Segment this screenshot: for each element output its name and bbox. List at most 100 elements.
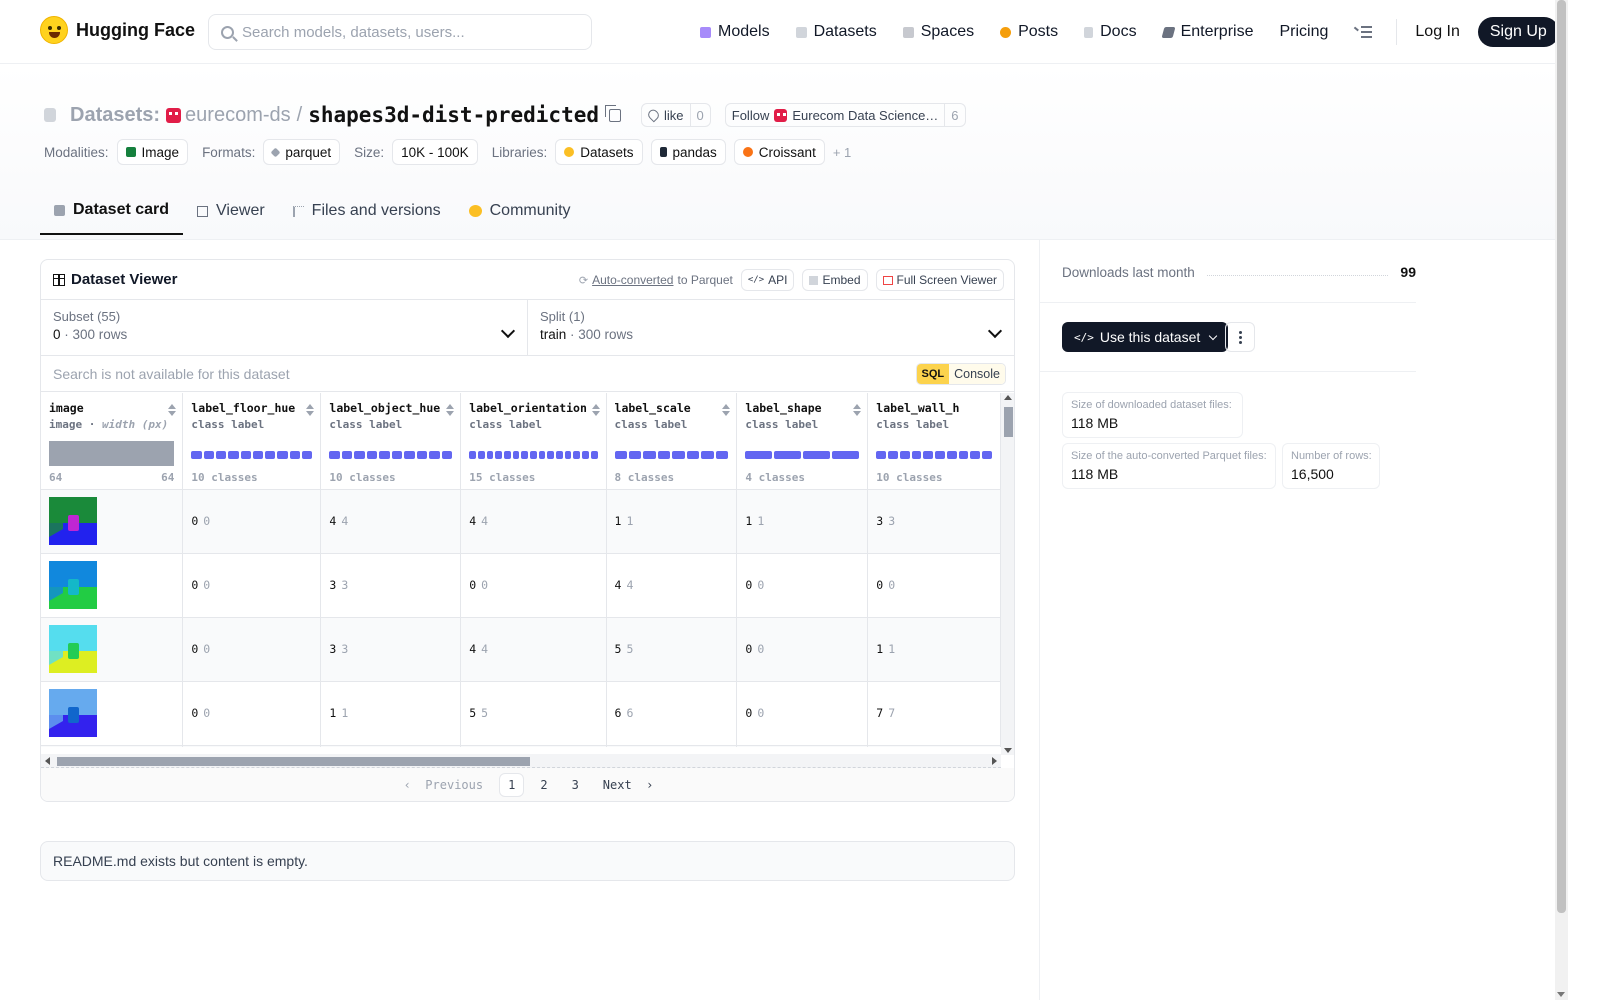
column-header-label-shape[interactable]: label_shape class label 4 classes xyxy=(736,393,869,490)
class-segment[interactable] xyxy=(672,451,685,459)
previous-page-button[interactable]: ‹ Previous xyxy=(403,778,484,792)
class-segment[interactable] xyxy=(686,451,700,459)
class-segment[interactable] xyxy=(832,451,860,459)
repo-type-label[interactable]: Datasets: xyxy=(70,103,161,126)
vertical-scrollbar[interactable] xyxy=(1001,393,1014,755)
scroll-up-icon[interactable] xyxy=(1004,395,1012,400)
follow-button[interactable]: Follow Eurecom Data Science… 6 xyxy=(724,103,966,127)
class-segment[interactable] xyxy=(643,451,656,459)
logo[interactable]: Hugging Face xyxy=(40,16,195,44)
class-segment[interactable] xyxy=(774,451,802,459)
class-segment[interactable] xyxy=(701,451,714,459)
class-segment[interactable] xyxy=(429,451,440,459)
class-segment[interactable] xyxy=(970,451,981,459)
class-segment[interactable] xyxy=(573,451,581,459)
search-input[interactable] xyxy=(242,23,582,41)
global-search[interactable] xyxy=(208,14,592,50)
class-segment[interactable] xyxy=(530,451,537,459)
image-thumbnail[interactable] xyxy=(49,689,97,737)
nav-models[interactable]: Models xyxy=(700,23,770,41)
scroll-thumb[interactable] xyxy=(1004,407,1013,437)
tab-community[interactable]: Community xyxy=(455,187,585,235)
next-page-button[interactable]: Next › xyxy=(602,778,654,792)
column-header-label-object-hue[interactable]: label_object_hue class label 10 classes xyxy=(320,393,462,490)
class-segment[interactable] xyxy=(538,451,546,459)
class-segment[interactable] xyxy=(416,451,428,459)
nav-spaces[interactable]: Spaces xyxy=(902,23,974,41)
class-segment[interactable] xyxy=(582,451,589,459)
class-segment[interactable] xyxy=(935,451,945,459)
class-segment[interactable] xyxy=(590,451,598,459)
nav-posts[interactable]: Posts xyxy=(1000,23,1058,41)
image-cell[interactable] xyxy=(41,489,184,554)
scroll-down-icon[interactable] xyxy=(1557,992,1565,997)
more-menu-icon[interactable] xyxy=(1354,26,1373,38)
page-3-button[interactable]: 3 xyxy=(571,778,579,792)
sort-icon[interactable] xyxy=(446,404,455,416)
class-segment[interactable] xyxy=(302,451,313,459)
class-segment[interactable] xyxy=(512,451,520,459)
format-chip[interactable]: parquet xyxy=(263,139,341,165)
subset-select[interactable]: Subset (55) 0 · 300 rows xyxy=(41,300,527,355)
image-thumbnail[interactable] xyxy=(49,497,97,545)
image-cell[interactable] xyxy=(41,617,184,682)
page-1-button[interactable]: 1 xyxy=(499,773,525,797)
class-segment[interactable] xyxy=(228,451,239,459)
class-segment[interactable] xyxy=(657,451,671,459)
tab-dataset-card[interactable]: Dataset card xyxy=(40,187,184,235)
class-segment[interactable] xyxy=(329,451,340,459)
class-segment[interactable] xyxy=(366,451,378,459)
class-segment[interactable] xyxy=(803,451,831,459)
image-thumbnail[interactable] xyxy=(49,625,97,673)
full-screen-button[interactable]: Full Screen Viewer xyxy=(875,269,1004,291)
scroll-thumb[interactable] xyxy=(1557,0,1566,913)
class-segment[interactable] xyxy=(441,451,453,459)
class-segment[interactable] xyxy=(888,451,898,459)
scroll-down-icon[interactable] xyxy=(1004,748,1012,753)
library-chip-pandas[interactable]: pandas xyxy=(650,139,726,165)
class-segment[interactable] xyxy=(477,451,485,459)
class-segment[interactable] xyxy=(289,451,301,459)
class-segment[interactable] xyxy=(354,451,365,459)
class-segment[interactable] xyxy=(614,451,627,459)
org-link[interactable]: eurecom-ds xyxy=(166,104,291,127)
tab-files[interactable]: Files and versions xyxy=(279,187,455,235)
page-2-button[interactable]: 2 xyxy=(540,778,548,792)
page-scrollbar[interactable] xyxy=(1555,0,1568,1000)
sort-icon[interactable] xyxy=(306,404,315,416)
libraries-more[interactable]: + 1 xyxy=(832,144,852,160)
class-segment[interactable] xyxy=(923,451,934,459)
class-segment[interactable] xyxy=(715,451,729,459)
image-cell[interactable] xyxy=(41,553,184,618)
class-segment[interactable] xyxy=(564,451,572,459)
class-segment[interactable] xyxy=(404,451,415,459)
class-segment[interactable] xyxy=(946,451,957,459)
nav-pricing[interactable]: Pricing xyxy=(1279,23,1328,41)
class-segment[interactable] xyxy=(215,451,227,459)
column-header-label-scale[interactable]: label_scale class label 8 classes xyxy=(606,393,738,490)
split-select[interactable]: Split (1) train · 300 rows xyxy=(527,300,1014,355)
column-header-image[interactable]: image image · width (px) 64 64 xyxy=(41,393,184,490)
class-segment[interactable] xyxy=(191,451,202,459)
library-chip-croissant[interactable]: Croissant xyxy=(733,139,825,165)
class-segment[interactable] xyxy=(341,451,353,459)
sort-icon[interactable] xyxy=(168,404,177,416)
data-table-container[interactable]: image image · width (px) 64 64 label_floo… xyxy=(41,393,1001,747)
scroll-thumb[interactable] xyxy=(57,757,530,766)
class-segment[interactable] xyxy=(203,451,214,459)
class-segment[interactable] xyxy=(469,451,476,459)
class-segment[interactable] xyxy=(958,451,969,459)
sql-console-button[interactable]: SQL Console xyxy=(915,363,1006,385)
class-segment[interactable] xyxy=(240,451,251,459)
class-segment[interactable] xyxy=(899,451,910,459)
copy-icon[interactable] xyxy=(605,104,622,122)
class-segment[interactable] xyxy=(391,451,403,459)
signup-button[interactable]: Sign Up xyxy=(1477,17,1559,47)
image-thumbnail[interactable] xyxy=(49,561,97,609)
library-chip-datasets[interactable]: Datasets xyxy=(555,139,643,165)
nav-enterprise[interactable]: Enterprise xyxy=(1161,23,1253,41)
